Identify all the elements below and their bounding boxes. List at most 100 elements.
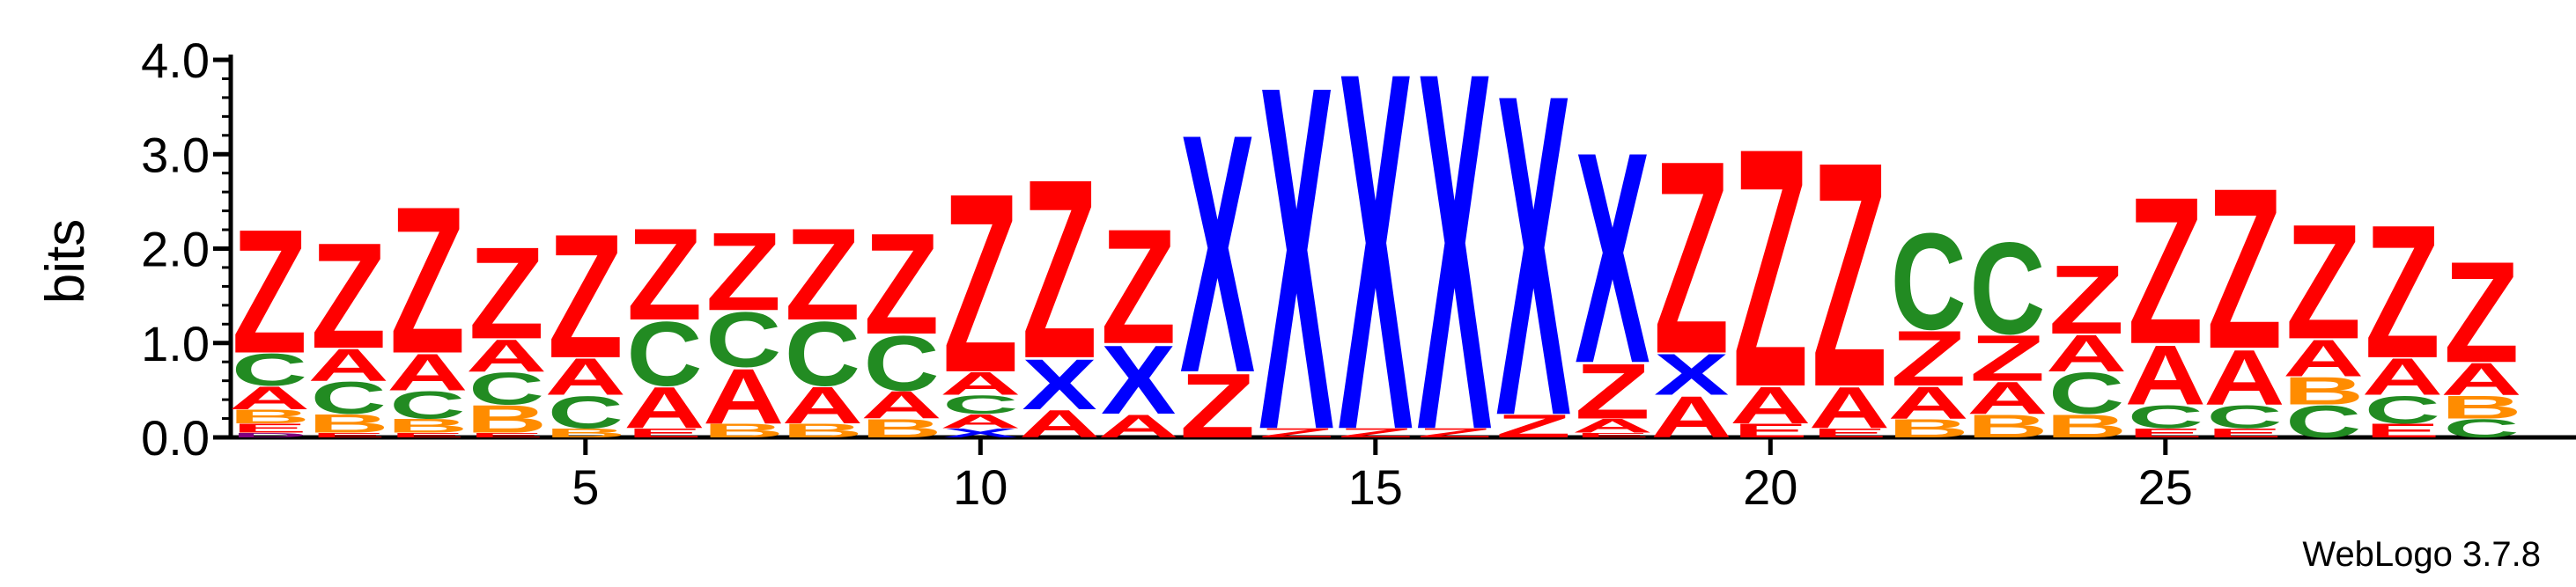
logo-letter-z: Z: [389, 164, 465, 398]
logo-letter-a: A: [1888, 378, 1969, 429]
axes: 0.0 1.0 2.0 3.0 4.0 5 10 15 20 25: [141, 33, 2576, 515]
logo-letter-a: A: [1098, 407, 1179, 444]
logo-letter-x: X: [1417, 0, 1493, 538]
logo-letter-z: Z: [311, 212, 387, 380]
logo-letter-c: C: [232, 344, 307, 395]
logo-letter-a: A: [1650, 385, 1731, 451]
logo-letter-e: E: [1812, 426, 1886, 441]
logo-letter-z: Z: [2365, 185, 2440, 398]
logo-letter-a: A: [1809, 375, 1890, 441]
x-tick-label: 5: [572, 459, 599, 515]
logo-letter-z: Z: [548, 197, 624, 395]
x-tick-label: 15: [1348, 459, 1403, 515]
logo-letter-z: Z: [1495, 407, 1571, 444]
logo-letter-b: B: [1888, 414, 1969, 443]
logo-letter-c: C: [548, 387, 624, 438]
logo-letter-z: Z: [2207, 141, 2283, 397]
logo-letter-z: Z: [232, 192, 307, 390]
logo-letter-a: A: [782, 377, 863, 435]
logo-letter-d: D: [232, 431, 307, 438]
logo-letter-c: C: [311, 373, 387, 424]
logo-letter-z: Z: [2444, 232, 2520, 393]
logo-letter-a: A: [2440, 354, 2521, 405]
logo-letter-b: B: [703, 420, 784, 442]
logo-letter-c: C: [2048, 362, 2124, 427]
logo-letter-e: E: [2207, 426, 2282, 441]
y-tick-label: 0.0: [141, 410, 210, 466]
logo-letter-z: Z: [1022, 127, 1097, 413]
logo-letter-a: A: [1967, 372, 2048, 423]
logo-letter-z: Z: [1812, 95, 1887, 454]
logo-letter-z: Z: [942, 141, 1018, 427]
logo-letter-b: B: [2046, 407, 2127, 444]
logo-letter-a: A: [308, 340, 389, 391]
logo-letter-c: C: [469, 363, 544, 415]
logo-letter-z: Z: [627, 201, 703, 348]
logo-letter-x: X: [1496, 0, 1572, 511]
y-tick-label: 1.0: [141, 316, 210, 371]
logo-letter-a: A: [624, 375, 705, 441]
logo-letter-z: Z: [1338, 426, 1413, 441]
logo-letter-a: A: [1019, 402, 1100, 446]
logo-letter-c: C: [1969, 215, 2045, 362]
logo-letter-a: A: [703, 353, 784, 441]
logo-letter-z: Z: [1969, 321, 2045, 394]
logo-letter-b: B: [1967, 407, 2048, 444]
logo-letter-b: B: [466, 398, 547, 442]
logo-letter-b: B: [2440, 389, 2521, 426]
logo-letter-c: C: [942, 390, 1018, 419]
weblogo-credit: WebLogo 3.7.8: [2302, 535, 2541, 574]
logo-letter-x: X: [1180, 64, 1256, 444]
logo-letter-x: X: [1101, 326, 1176, 436]
x-tick-label: 10: [953, 459, 1008, 515]
y-axis-label: bits: [35, 219, 96, 304]
logo-letter-z: Z: [785, 201, 860, 348]
logo-letter-a: A: [545, 349, 626, 407]
logo-letter-c: C: [2128, 398, 2203, 435]
logo-letter-x: X: [1022, 344, 1096, 425]
logo-letter-c: C: [2365, 388, 2440, 432]
logo-letter-z: Z: [1575, 347, 1650, 435]
logo-letter-z: Z: [705, 210, 781, 334]
logo-letter-c: C: [1891, 205, 1967, 358]
logo-letter-a: A: [860, 383, 941, 427]
logo-letter-e: E: [2365, 420, 2439, 442]
logo-letter-e: E: [627, 426, 702, 441]
logo-letters: DEBACZEBCAZEBCAZEBCAZBCAZEACZBACZBACZBAC…: [229, 0, 2522, 538]
y-tick-label: 4.0: [141, 33, 210, 88]
logo-letter-e: E: [2128, 426, 2203, 441]
logo-letter-b: B: [545, 426, 626, 441]
logo-letter-z: Z: [1654, 104, 1730, 412]
logo-letter-x: X: [1258, 0, 1334, 532]
logo-letter-x: X: [943, 426, 1018, 441]
logo-letter-z: Z: [1101, 195, 1177, 378]
logo-letter-a: A: [940, 410, 1021, 432]
logo-letter-z: Z: [2048, 245, 2124, 355]
logo-letter-c: C: [2207, 398, 2283, 435]
logo-letter-x: X: [1338, 0, 1413, 538]
logo-letter-e: E: [232, 421, 306, 436]
logo-letter-e: E: [1575, 431, 1650, 438]
logo-letter-a: A: [2125, 327, 2206, 422]
logo-letter-a: A: [1730, 377, 1811, 435]
logo-letter-b: B: [782, 420, 863, 442]
logo-letter-a: A: [2046, 325, 2127, 383]
logo-letter-b: B: [387, 415, 468, 437]
logo-letter-a: A: [466, 330, 547, 381]
logo-letter-e: E: [311, 431, 386, 438]
logo-letter-e: E: [469, 431, 543, 438]
logo-letter-a: A: [387, 343, 468, 401]
logo-letter-a: A: [2203, 334, 2284, 422]
logo-letter-z: Z: [1179, 355, 1255, 457]
logo-letter-c: C: [785, 303, 860, 405]
logo-letter-c: C: [2285, 396, 2361, 447]
logo-letter-z: Z: [2285, 190, 2361, 373]
logo-letter-z: Z: [1417, 426, 1493, 441]
logo-letter-e: E: [390, 431, 465, 438]
logo-letter-c: C: [705, 297, 781, 384]
logo-letter-z: Z: [469, 220, 544, 367]
x-tick-label: 20: [1743, 459, 1797, 515]
logo-letter-c: C: [2444, 414, 2520, 443]
logo-letter-c: C: [864, 320, 940, 407]
